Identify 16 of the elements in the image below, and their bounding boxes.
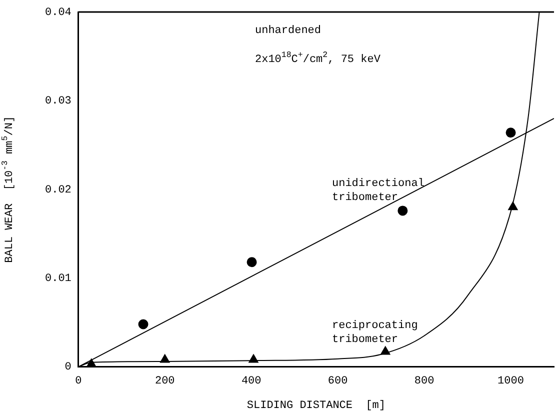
x-tick-label: 1000: [498, 375, 524, 388]
y-tick-label: 0.01: [45, 273, 72, 286]
x-tick-label: 400: [241, 375, 262, 388]
x-tick-label: 0: [75, 375, 82, 388]
x-axis-title: SLIDING DISTANCE [m]: [246, 400, 386, 412]
x-tick-label: 200: [154, 375, 175, 388]
annotation: unhardened: [255, 25, 322, 37]
y-tick-label: 0.03: [45, 96, 72, 108]
y-tick-label: 0.02: [45, 184, 72, 196]
annotation: reciprocating tribometer: [332, 320, 418, 346]
annotation: unidirectional tribometer: [332, 178, 424, 204]
y-tick-label: 0.04: [45, 6, 72, 19]
x-tick-label: 800: [414, 375, 434, 388]
y-axis-title: BALL WEAR [10-3 mm5/N]: [1, 116, 16, 263]
y-tick-label: 0: [64, 362, 72, 374]
x-tick-label: 600: [328, 375, 348, 388]
